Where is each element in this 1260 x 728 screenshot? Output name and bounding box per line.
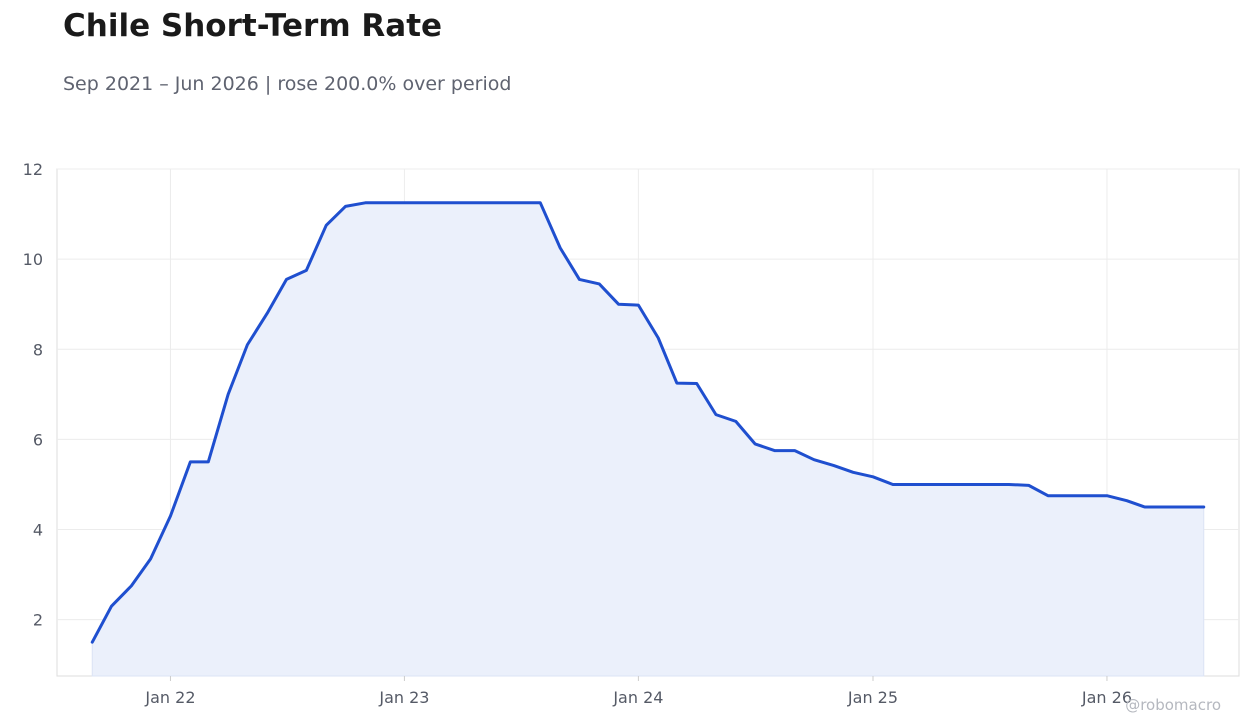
- x-tick-label: Jan 24: [612, 688, 663, 707]
- y-tick-label: 8: [33, 340, 43, 359]
- x-tick-label: Jan 25: [847, 688, 898, 707]
- x-tick-label: Jan 26: [1081, 688, 1132, 707]
- x-axis: Jan 22 Jan 23 Jan 24 Jan 25 Jan 26: [144, 676, 1132, 707]
- y-tick-label: 4: [33, 521, 43, 540]
- chart-subtitle: Sep 2021 – Jun 2026 | rose 200.0% over p…: [63, 73, 512, 95]
- y-tick-label: 10: [23, 250, 43, 269]
- series-line: [90, 201, 1206, 644]
- y-tick-label: 12: [23, 160, 43, 179]
- y-tick-label: 2: [33, 611, 43, 630]
- y-axis: 2 4 6 8 10 12: [23, 160, 43, 630]
- x-tick-label: Jan 23: [378, 688, 429, 707]
- x-tick-label: Jan 22: [144, 688, 195, 707]
- watermark: @robomacro: [1125, 696, 1221, 714]
- chart-title: Chile Short-Term Rate: [63, 8, 443, 44]
- y-tick-label: 6: [33, 430, 43, 449]
